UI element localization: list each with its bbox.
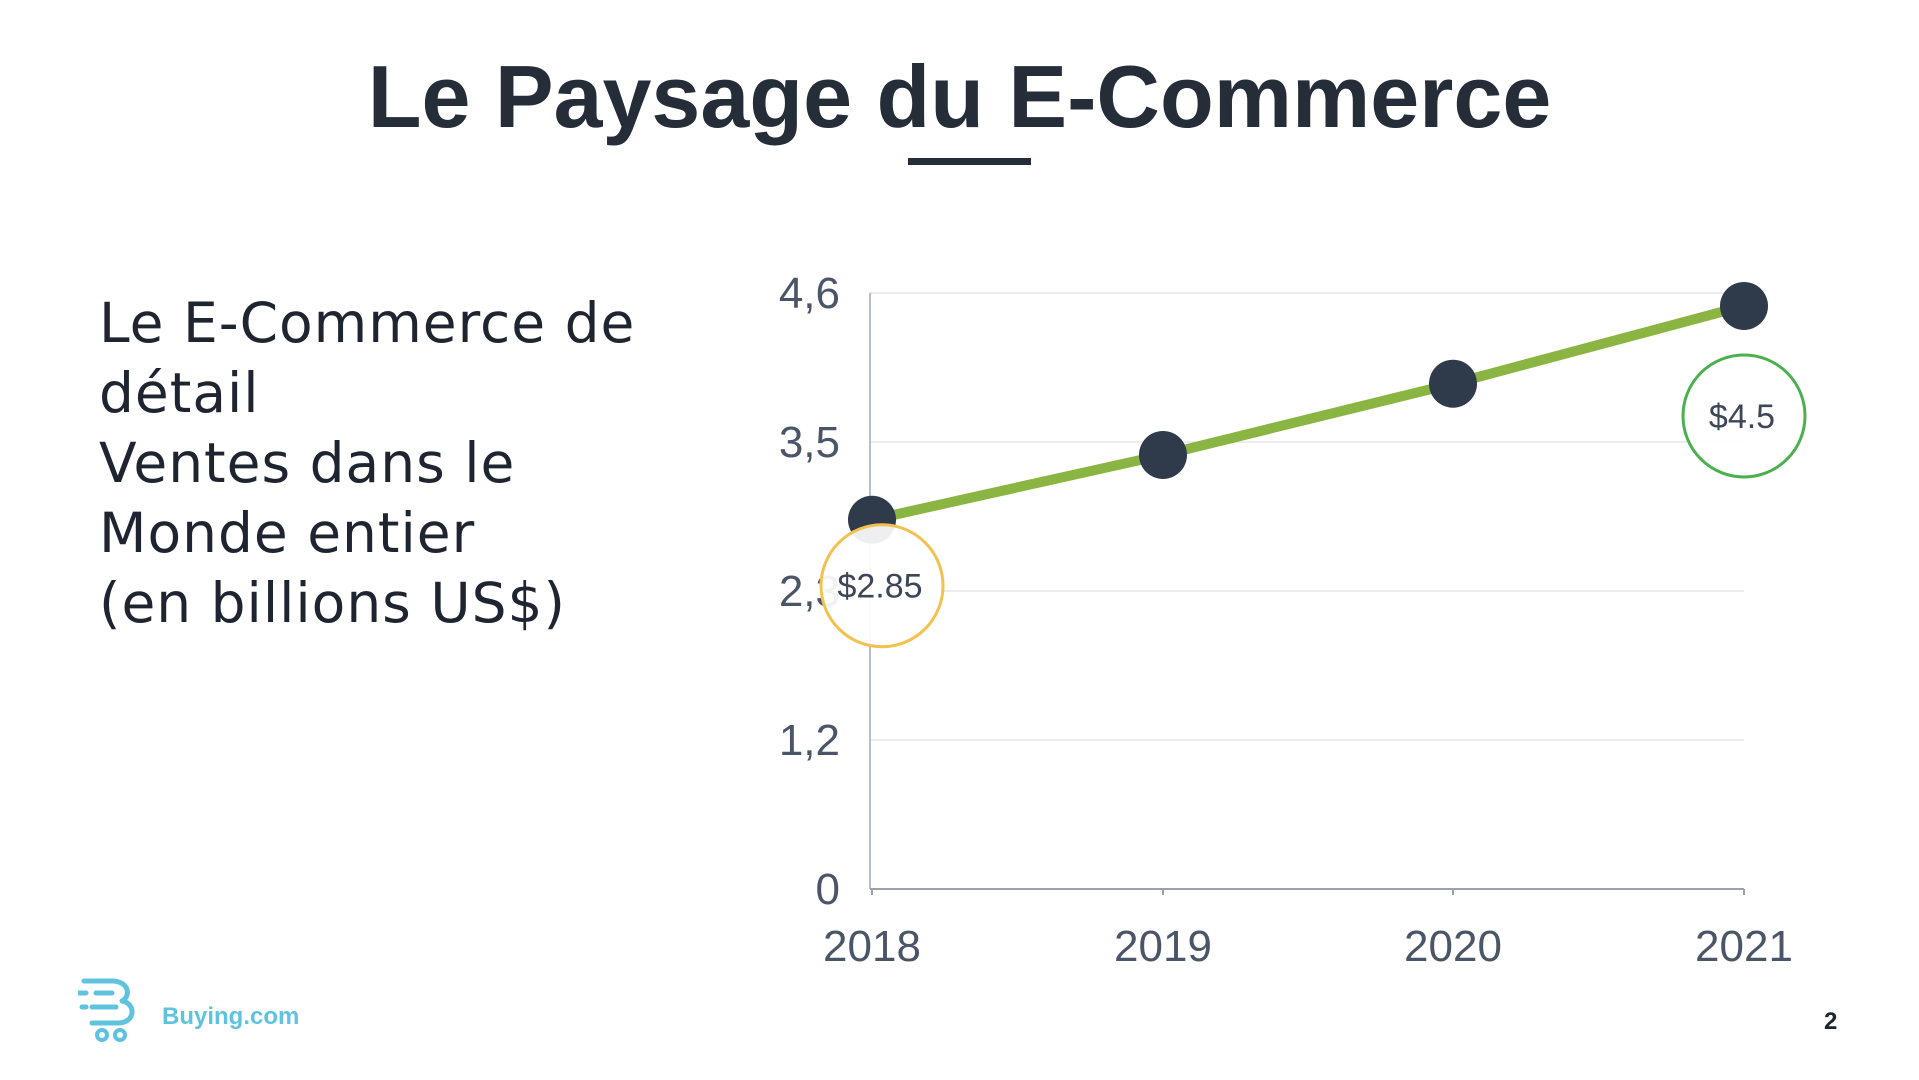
y-tick-label: 0: [816, 865, 840, 914]
title-underline: [908, 158, 1031, 165]
slide-title: Le Paysage du E-Commerce: [367, 47, 1552, 146]
annotation-label: $4.5: [1709, 398, 1775, 436]
x-tick-label: 2018: [823, 922, 921, 971]
x-tick-label: 2019: [1114, 922, 1212, 971]
chart-description: Le E-Commerce de détail Ventes dans le M…: [99, 288, 739, 638]
buying-com-logo: Buying.com: [78, 975, 338, 1047]
description-line: Monde entier: [99, 501, 476, 565]
description-line: Le E-Commerce de: [99, 291, 636, 355]
description-line: détail: [99, 361, 260, 425]
logo-text: Buying.com: [162, 1003, 300, 1030]
y-tick-label: 3,5: [779, 418, 840, 467]
description-line: (en billions US$): [99, 571, 566, 635]
y-tick-label: 1,2: [779, 716, 840, 765]
series-line: [867, 300, 1749, 525]
data-point: [1720, 281, 1768, 330]
description-line: Ventes dans le: [99, 431, 516, 495]
x-tick-label: 2021: [1695, 922, 1793, 971]
data-point: [1429, 359, 1477, 408]
data-point: [1139, 430, 1187, 479]
x-tick-label: 2020: [1404, 922, 1502, 971]
annotation-circle: [819, 523, 945, 649]
annotation-label: $2.85: [837, 568, 922, 606]
shopping-cart-icon: [78, 978, 135, 1042]
y-tick-label: 4,6: [779, 269, 840, 318]
page-number: 2: [1824, 1008, 1838, 1035]
annotation-circle: [1681, 353, 1807, 479]
